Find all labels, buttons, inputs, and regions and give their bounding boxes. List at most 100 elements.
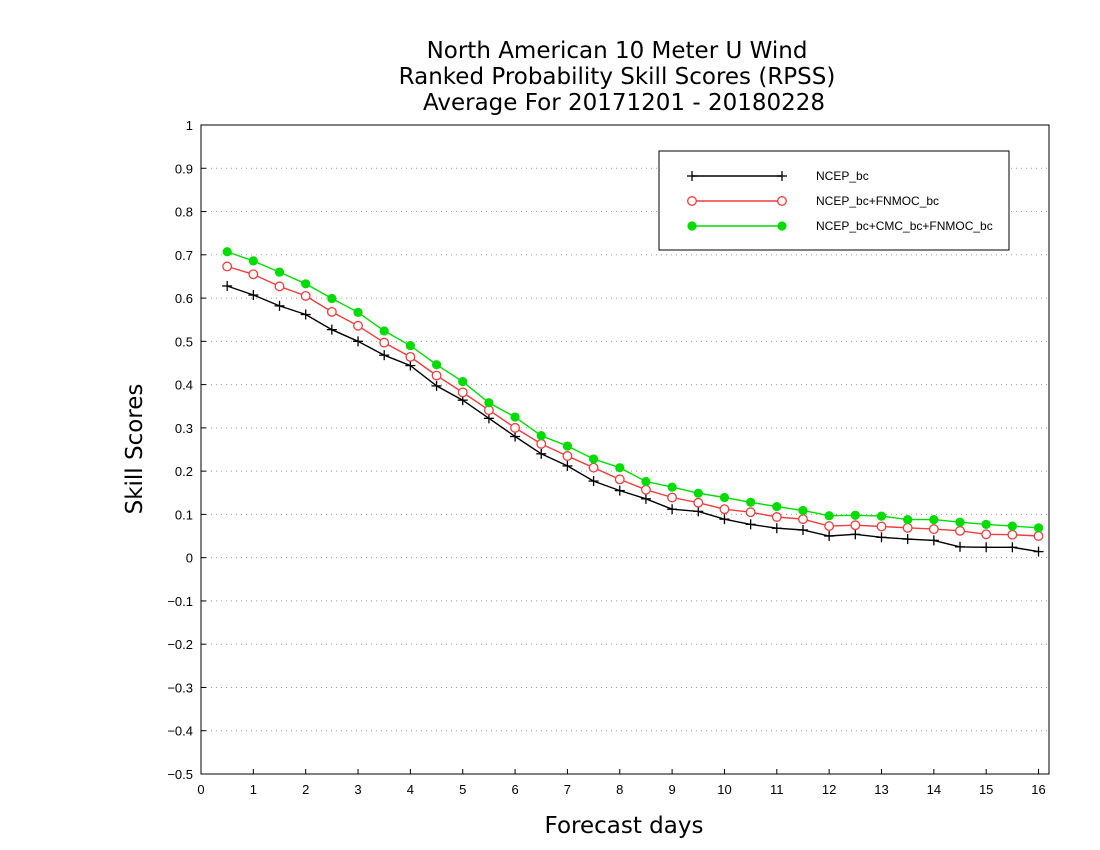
data-point (745, 507, 756, 518)
data-point (687, 196, 697, 206)
data-point (458, 376, 468, 387)
series-line (226, 251, 1039, 529)
y-tick-label: 0.3 (175, 421, 193, 436)
data-point (641, 476, 651, 487)
data-point (1007, 521, 1017, 531)
x-tick-label: 9 (668, 782, 675, 797)
data-point (928, 535, 939, 546)
data-point (327, 293, 337, 304)
data-point (876, 511, 887, 521)
data-point (536, 431, 546, 441)
y-tick-label: 0.1 (175, 507, 193, 522)
data-point (300, 290, 311, 301)
data-point (614, 485, 625, 496)
data-point (667, 504, 678, 515)
chart-title-line-1: North American 10 Meter U Wind (427, 38, 808, 64)
data-point (379, 326, 389, 336)
data-point (248, 269, 259, 280)
data-point (248, 290, 259, 301)
data-point (510, 422, 521, 433)
data-point (693, 497, 704, 508)
legend-entry: NCEP_bc+CMC_bc+FNMOC_bc (687, 219, 993, 233)
x-tick-label: 3 (354, 782, 361, 797)
data-point (536, 448, 547, 459)
data-point (405, 351, 416, 362)
data-point (850, 510, 860, 520)
data-point (824, 521, 835, 532)
y-tick-label: 1 (186, 118, 193, 133)
y-axis-ticks: −0.5 −0.4 −0.3 −0.2 −0.1 0 0.1 0.2 0.3 0.4 0.5 0.6 0… (167, 118, 206, 782)
x-axis-ticks: 0 1 2 3 4 5 6 7 8 9 10 11 12 13 14 15 16 (197, 769, 1046, 797)
data-point (667, 492, 678, 503)
data-point (771, 523, 782, 534)
x-axis-label: Forecast days (545, 813, 704, 839)
data-point (824, 511, 834, 521)
data-point (777, 171, 787, 181)
data-point (981, 519, 991, 529)
data-point (824, 531, 835, 542)
data-point (777, 196, 787, 206)
series-1 (222, 280, 1044, 557)
data-point (772, 502, 782, 512)
legend-entry: NCEP_bc+FNMOC_bc (687, 194, 939, 208)
data-point (222, 247, 232, 257)
data-point (1033, 531, 1044, 541)
data-point (484, 398, 494, 408)
data-point (687, 221, 697, 231)
y-tick-label: 0 (186, 551, 193, 566)
data-point (719, 514, 730, 525)
chart-title-line-2: Ranked Probability Skill Scores (RPSS) (399, 64, 836, 90)
data-point (640, 493, 651, 504)
series-line (226, 285, 1039, 553)
data-point (353, 320, 363, 331)
data-point (326, 324, 337, 335)
data-point (431, 380, 442, 391)
data-point (326, 306, 337, 317)
data-point (274, 267, 285, 277)
data-point (379, 337, 390, 348)
data-point (981, 529, 992, 540)
x-tick-label: 11 (770, 782, 784, 797)
data-point (745, 519, 756, 530)
data-series (222, 247, 1044, 557)
y-tick-label: 0.8 (175, 205, 193, 220)
x-tick-label: 14 (927, 782, 941, 797)
data-point (719, 504, 730, 515)
data-point (687, 171, 697, 181)
y-tick-label: −0.4 (167, 724, 193, 739)
y-tick-label: −0.2 (167, 637, 193, 652)
data-point (955, 525, 965, 536)
y-tick-label: 0.2 (175, 464, 193, 479)
data-point (981, 542, 992, 553)
y-axis-label: Skill Scores (122, 384, 148, 515)
data-point (274, 300, 285, 311)
data-point (771, 512, 782, 522)
data-point (614, 474, 625, 485)
data-point (300, 309, 311, 320)
y-tick-label: 0.5 (175, 334, 193, 349)
legend-label: NCEP_bc+FNMOC_bc (816, 194, 939, 208)
data-point (222, 261, 233, 272)
data-point (876, 521, 887, 532)
data-point (615, 463, 625, 473)
data-point (248, 256, 258, 266)
data-point (562, 451, 573, 461)
plot-frame (200, 124, 1050, 775)
data-point (640, 484, 651, 495)
data-point (274, 281, 285, 292)
legend-label: NCEP_bc (816, 169, 869, 183)
data-point (1007, 529, 1018, 540)
series-3 (222, 247, 1044, 533)
data-point (693, 506, 704, 517)
data-point (301, 279, 311, 289)
data-point (510, 431, 521, 442)
y-tick-label: −0.3 (167, 680, 193, 695)
data-point (798, 514, 808, 525)
x-tick-label: 15 (979, 782, 993, 797)
y-tick-label: 0.9 (175, 161, 193, 176)
data-point (588, 462, 599, 473)
data-point (1007, 542, 1018, 553)
chart-title: North American 10 Meter U Wind Ranked Pr… (399, 38, 836, 116)
data-point (1033, 523, 1044, 533)
